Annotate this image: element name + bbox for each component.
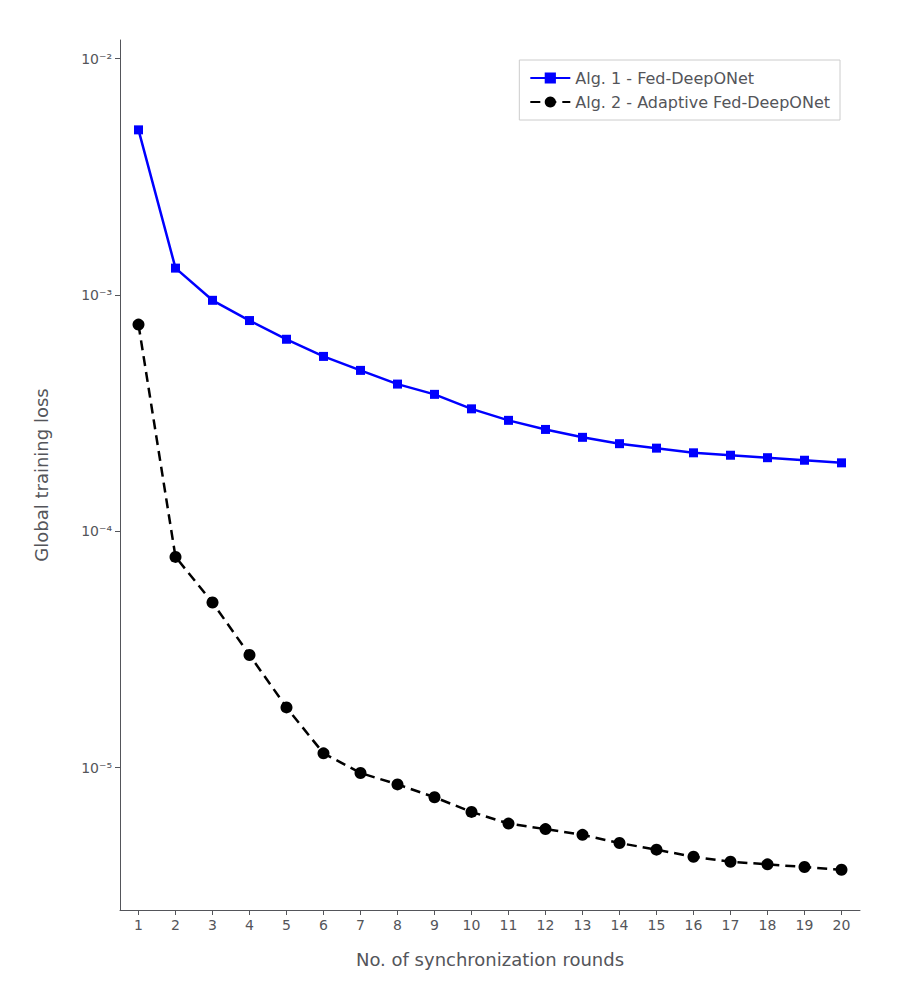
svg-text:10⁻²: 10⁻² (81, 51, 112, 67)
svg-text:Alg. 2 - Adaptive Fed-DeepONet: Alg. 2 - Adaptive Fed-DeepONet (575, 93, 830, 112)
svg-text:5: 5 (282, 917, 291, 933)
svg-text:12: 12 (537, 917, 555, 933)
svg-text:No. of synchronization rounds: No. of synchronization rounds (356, 949, 624, 970)
svg-text:4: 4 (245, 917, 254, 933)
svg-text:10⁻⁴: 10⁻⁴ (81, 523, 112, 539)
svg-text:16: 16 (685, 917, 703, 933)
svg-text:Global training loss: Global training loss (31, 388, 52, 561)
svg-text:13: 13 (574, 917, 592, 933)
svg-text:Alg. 1 - Fed-DeepONet: Alg. 1 - Fed-DeepONet (575, 69, 754, 88)
svg-text:1: 1 (134, 917, 143, 933)
svg-text:14: 14 (611, 917, 629, 933)
svg-text:7: 7 (356, 917, 365, 933)
svg-text:9: 9 (430, 917, 439, 933)
svg-text:3: 3 (208, 917, 217, 933)
svg-text:18: 18 (759, 917, 777, 933)
svg-text:10⁻⁵: 10⁻⁵ (81, 760, 112, 776)
svg-text:17: 17 (722, 917, 740, 933)
svg-text:10⁻³: 10⁻³ (81, 287, 112, 303)
svg-text:8: 8 (393, 917, 402, 933)
svg-text:11: 11 (500, 917, 518, 933)
svg-text:6: 6 (319, 917, 328, 933)
svg-text:2: 2 (171, 917, 180, 933)
svg-text:19: 19 (796, 917, 814, 933)
svg-text:10: 10 (463, 917, 481, 933)
svg-text:15: 15 (648, 917, 666, 933)
svg-text:20: 20 (833, 917, 851, 933)
